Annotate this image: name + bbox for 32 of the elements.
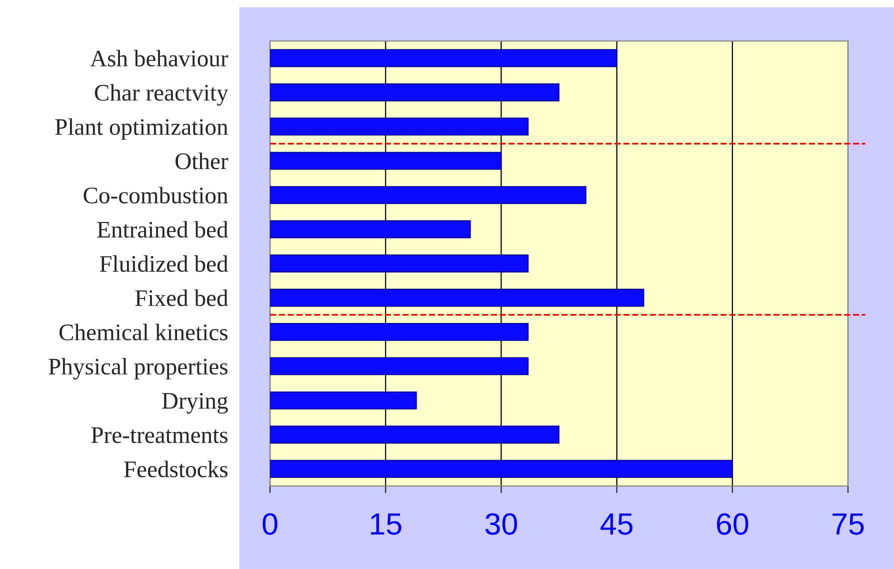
bar (270, 322, 529, 341)
y-tick-label: Fixed bed (135, 290, 228, 306)
bar (270, 357, 529, 376)
x-tick-label: 15 (370, 514, 402, 535)
bar (270, 83, 560, 102)
x-tick-label: 75 (832, 514, 864, 535)
y-tick-label: Plant optimization (55, 118, 228, 140)
y-tick-label: Feedstocks (124, 460, 228, 478)
y-tick-label: Ash behaviour (90, 50, 228, 67)
y-tick-label: Fluidized bed (100, 255, 228, 272)
bar (270, 118, 529, 136)
x-tick-label: 0 (262, 513, 278, 535)
bar (270, 460, 733, 478)
bar (270, 220, 471, 238)
y-tick-label: Other (176, 152, 228, 170)
bar (270, 49, 618, 68)
x-tick-label: 60 (716, 513, 748, 535)
x-tick-label: 45 (600, 514, 633, 535)
y-tick-label: Char reactvity (94, 84, 228, 106)
y-tick-label: Drying (162, 392, 228, 414)
bar (270, 391, 417, 410)
x-tick-label: 30 (485, 513, 517, 535)
y-tick-label: Entrained bed (97, 221, 228, 238)
y-tick-label: Chemical kinetics (59, 324, 228, 340)
bar (270, 254, 529, 272)
bar (270, 152, 502, 170)
y-tick-label: Physical properties (48, 358, 228, 380)
bar (270, 426, 560, 444)
bar (270, 186, 586, 204)
bar (270, 288, 644, 307)
y-tick-label: Pre-treatments (91, 427, 228, 444)
y-tick-label: Co-combustion (84, 186, 228, 204)
